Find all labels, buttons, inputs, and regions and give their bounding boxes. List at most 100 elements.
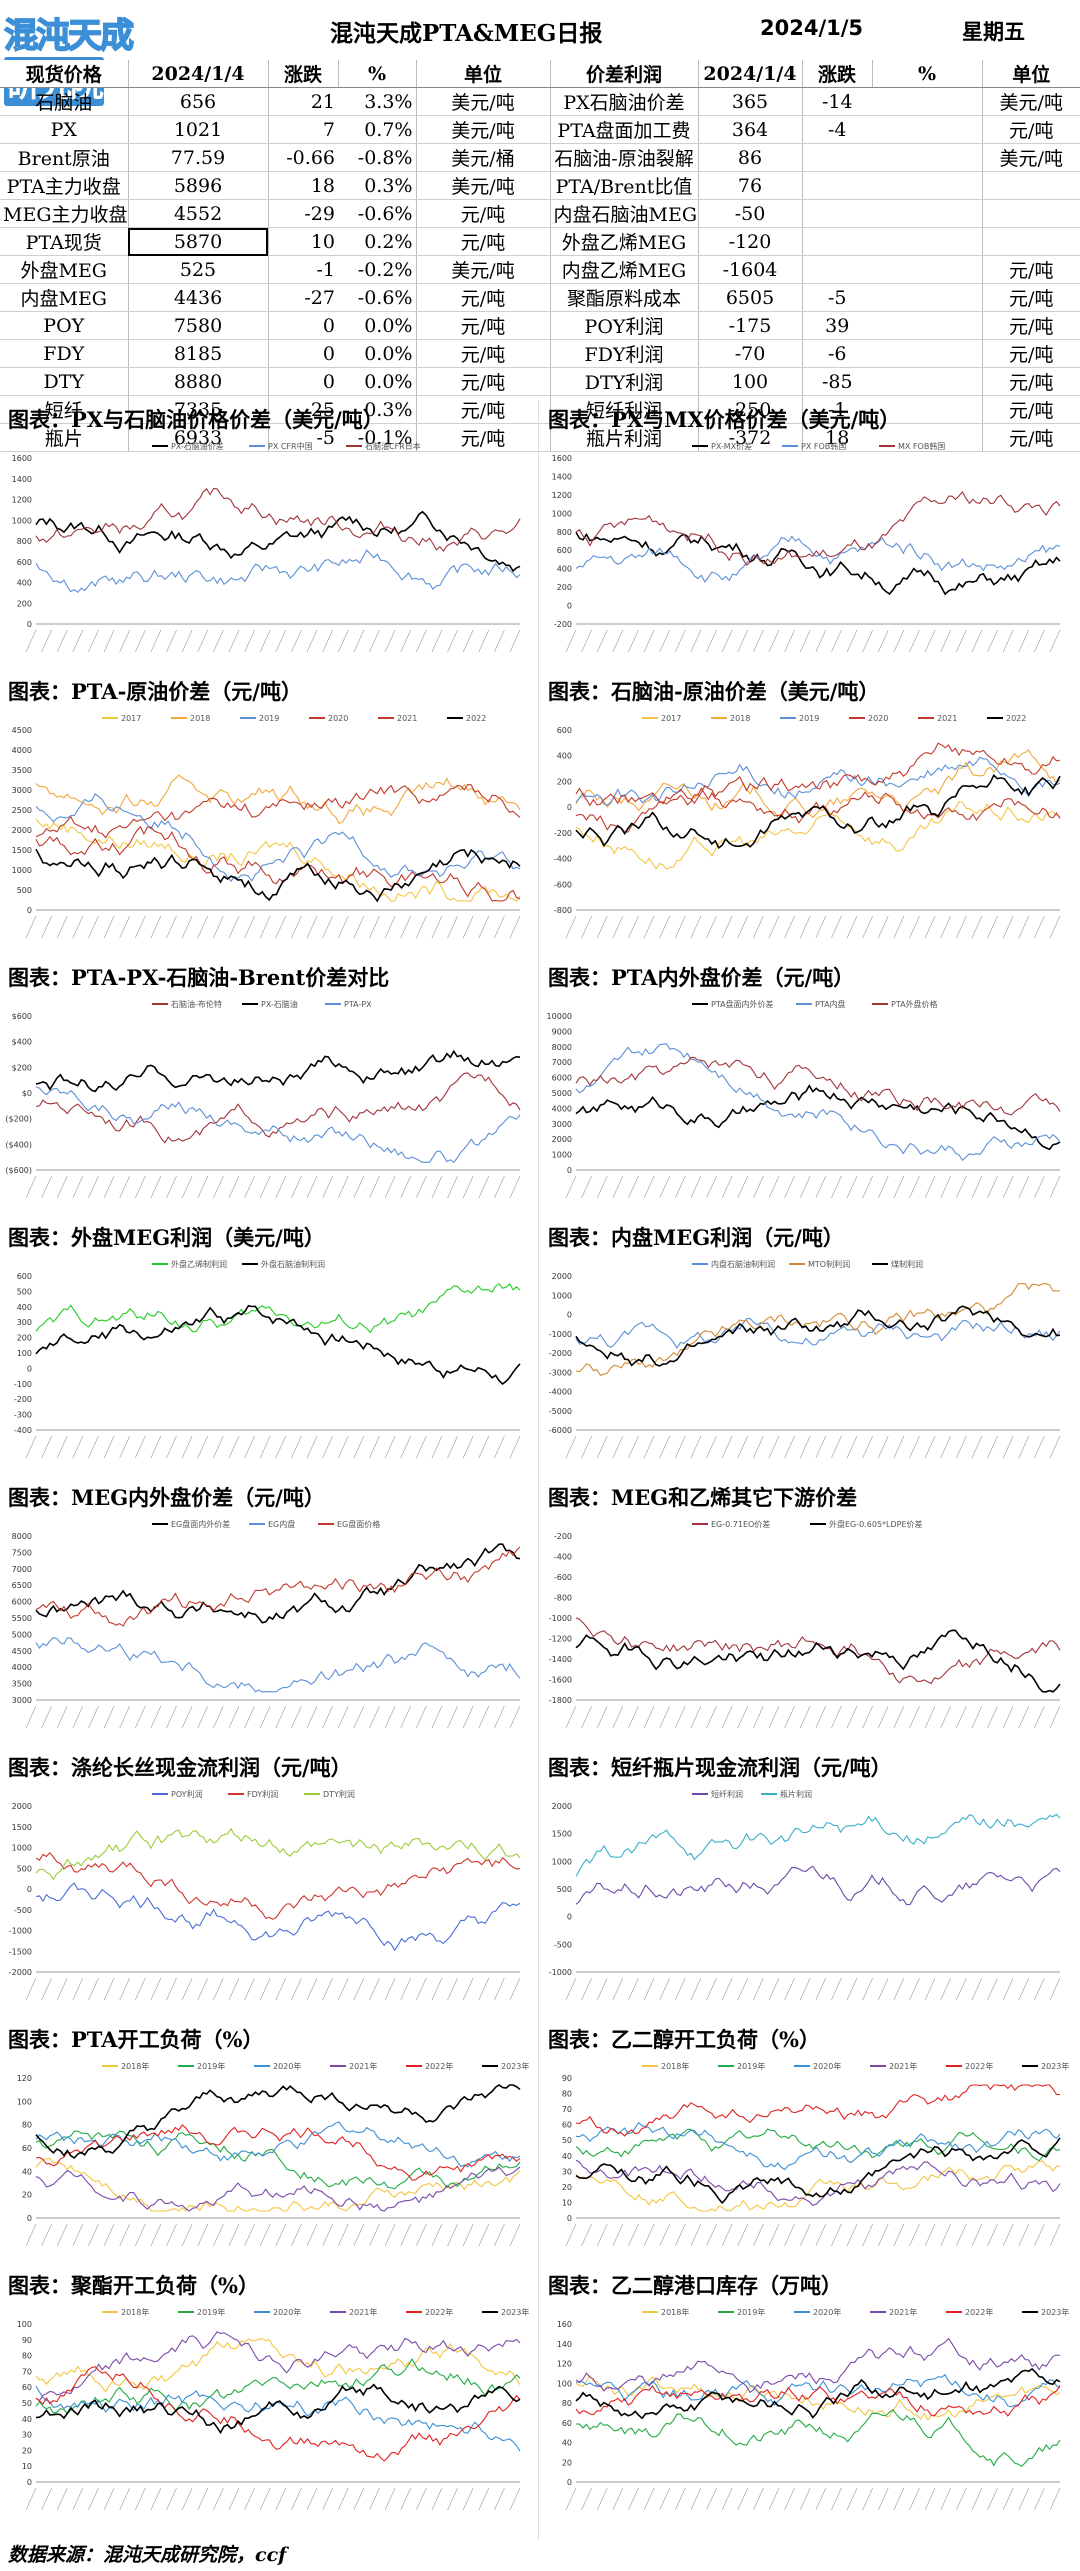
- x-tick: [431, 1705, 443, 1729]
- y-tick-label: 5500: [12, 1614, 32, 1623]
- x-tick: [581, 2223, 592, 2247]
- x-tick: [41, 1705, 52, 1729]
- x-tick: [400, 2223, 411, 2247]
- series-line: [35, 1072, 521, 1144]
- chart-legend: 内盘石脑油制利润 MTO制利润 煤制利润: [692, 1259, 923, 1269]
- y-tick-label: 20: [22, 2191, 32, 2200]
- x-tick: [369, 1175, 380, 1199]
- x-tick: [416, 1435, 427, 1459]
- table-cell: 元/吨: [981, 311, 1080, 340]
- legend-label: POY利润: [171, 1789, 203, 1799]
- x-tick: [72, 1435, 84, 1459]
- table-cell: -0.6%: [338, 199, 416, 228]
- legend-label: EG-0.71EO价差: [711, 1519, 770, 1529]
- x-tick: [1034, 2487, 1045, 2511]
- x-tick: [56, 629, 68, 653]
- x-tick: [675, 2487, 686, 2511]
- x-tick: [784, 1705, 795, 1729]
- legend-label: FDY利润: [247, 1789, 278, 1799]
- chart-panel: 图表：短纤瓶片现金流利润（元/吨） 短纤利润 瓶片利润 2000 1500 1000 500…: [540, 1752, 1080, 2024]
- x-tick: [1018, 1175, 1030, 1199]
- x-tick: [462, 1977, 474, 2001]
- table-cell: 0: [267, 367, 338, 396]
- table-cell: 元/吨: [981, 395, 1080, 424]
- legend-label: EG盘面内外价差: [171, 1519, 230, 1529]
- y-tick-label: -1200: [549, 1635, 572, 1644]
- y-tick-label: 60: [22, 2383, 32, 2392]
- y-tick-label: 10: [562, 2198, 572, 2207]
- y-tick-label: 1200: [552, 491, 572, 500]
- x-tick: [275, 2487, 287, 2511]
- chart-plot: POY利润 FDY利润 DTY利润 2000 1500 1000 500 0 -500 -1000…: [9, 1789, 521, 2001]
- x-tick: [72, 1977, 84, 2001]
- table-cell: 5896: [127, 171, 268, 200]
- x-tick: [259, 629, 271, 653]
- x-tick: [275, 1977, 287, 2001]
- y-tick-label: 1400: [552, 472, 572, 481]
- y-tick-label: 2500: [12, 806, 32, 815]
- x-tick: [737, 915, 749, 939]
- x-tick: [675, 1175, 686, 1199]
- x-tick: [337, 2223, 349, 2247]
- x-tick: [322, 629, 333, 653]
- x-tick: [291, 2487, 302, 2511]
- x-tick: [416, 1977, 427, 2001]
- x-tick: [166, 1435, 177, 1459]
- x-tick: [478, 915, 490, 939]
- chart-panel: 图表：PX与石脑油价格价差（美元/吨） PX-石脑油价差 PX CFR中国 石脑油CF…: [0, 404, 540, 676]
- x-tick: [909, 2223, 920, 2247]
- table-cell: 5870: [127, 227, 268, 256]
- x-tick: [244, 629, 255, 653]
- series-line: [35, 1546, 521, 1627]
- x-tick: [675, 629, 686, 653]
- x-tick: [581, 1977, 592, 2001]
- x-tick: [862, 1175, 873, 1199]
- legend-label: 2022: [1006, 714, 1026, 723]
- chart-plot: 2018年 2019年 2020年 2021年 2022年 2023年 90 80 70 60 50…: [562, 2061, 1069, 2247]
- x-tick: [259, 1705, 271, 1729]
- y-tick-label: ($200): [5, 1115, 32, 1124]
- table-cell: -5: [267, 423, 338, 452]
- series-line: [575, 756, 1061, 806]
- x-tick: [1002, 629, 1014, 653]
- x-tick: [721, 1977, 733, 2001]
- legend-label: 短纤利润: [711, 1789, 743, 1799]
- chart-legend: 短纤利润 瓶片利润: [692, 1789, 812, 1799]
- x-tick: [581, 1705, 592, 1729]
- x-tick: [815, 629, 827, 653]
- series-line: [35, 2331, 521, 2402]
- x-tick: [431, 1977, 443, 2001]
- x-tick: [135, 2487, 146, 2511]
- x-tick: [831, 629, 842, 653]
- x-tick: [815, 915, 827, 939]
- x-tick: [41, 1175, 52, 1199]
- y-tick-label: -1400: [549, 1655, 572, 1664]
- y-tick-label: $0: [22, 1089, 32, 1098]
- x-tick: [956, 1705, 967, 1729]
- x-tick: [119, 915, 130, 939]
- legend-label: 2021: [937, 714, 957, 723]
- x-tick: [565, 915, 577, 939]
- y-tick-label: 1600: [12, 454, 32, 463]
- x-tick: [384, 915, 396, 939]
- x-tick: [306, 2487, 318, 2511]
- legend-label: 2018: [730, 714, 750, 723]
- x-tick: [877, 1977, 889, 2001]
- x-tick: [893, 1977, 905, 2001]
- x-tick: [628, 915, 639, 939]
- y-tick-label: 60: [22, 2144, 32, 2153]
- x-tick: [706, 1175, 717, 1199]
- x-tick: [1049, 2487, 1061, 2511]
- y-tick-label: 60: [562, 2121, 572, 2130]
- x-tick: [244, 915, 255, 939]
- y-tick-label: 0: [27, 620, 32, 629]
- x-tick: [509, 1977, 521, 2001]
- chart-title: 图表：聚酯开工负荷（%）: [8, 2273, 259, 2298]
- x-tick: [291, 629, 302, 653]
- series-line: [575, 2408, 1061, 2467]
- x-tick: [909, 1435, 920, 1459]
- x-tick: [166, 1705, 177, 1729]
- x-tick: [416, 2223, 427, 2247]
- chart-panel: 图表：外盘MEG利润（美元/吨） 外盘乙烯制利润 外盘石脑油制利润 600 500 400…: [0, 1222, 540, 1482]
- y-tick-label: 90: [22, 2336, 32, 2345]
